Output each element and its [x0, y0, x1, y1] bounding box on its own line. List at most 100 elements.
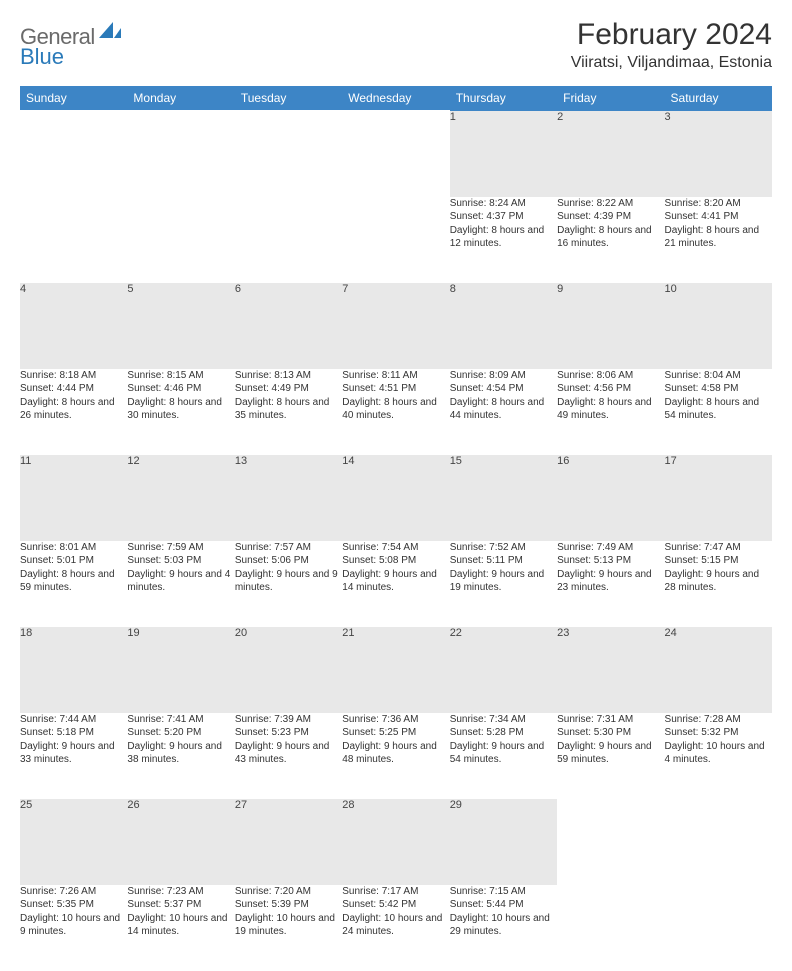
sail-icon — [99, 22, 121, 43]
daylight-line: Daylight: 9 hours and 23 minutes. — [557, 568, 664, 595]
day-number-cell: 13 — [235, 455, 342, 541]
weekday-header: Thursday — [450, 86, 557, 111]
day-detail-cell: Sunrise: 7:52 AMSunset: 5:11 PMDaylight:… — [450, 541, 557, 627]
day-number-cell: 8 — [450, 283, 557, 369]
day-detail-cell: Sunrise: 8:24 AMSunset: 4:37 PMDaylight:… — [450, 197, 557, 283]
sunset-line: Sunset: 5:35 PM — [20, 898, 127, 912]
daylight-line: Daylight: 8 hours and 49 minutes. — [557, 396, 664, 423]
sunset-line: Sunset: 4:51 PM — [342, 382, 449, 396]
sunrise-line: Sunrise: 7:59 AM — [127, 541, 234, 555]
day-number-cell: 29 — [450, 799, 557, 885]
sunset-line: Sunset: 5:32 PM — [665, 726, 772, 740]
daylight-line: Daylight: 8 hours and 12 minutes. — [450, 224, 557, 251]
sunset-line: Sunset: 5:18 PM — [20, 726, 127, 740]
header: General February 2024 Viiratsi, Viljandi… — [20, 18, 772, 72]
day-detail-cell: Sunrise: 8:09 AMSunset: 4:54 PMDaylight:… — [450, 369, 557, 455]
sunset-line: Sunset: 5:20 PM — [127, 726, 234, 740]
day-detail-cell: Sunrise: 7:49 AMSunset: 5:13 PMDaylight:… — [557, 541, 664, 627]
sunset-line: Sunset: 4:39 PM — [557, 210, 664, 224]
calendar-header-row: SundayMondayTuesdayWednesdayThursdayFrid… — [20, 86, 772, 111]
day-number-cell: 2 — [557, 111, 664, 197]
day-number-cell: 23 — [557, 627, 664, 713]
day-detail-cell: Sunrise: 8:06 AMSunset: 4:56 PMDaylight:… — [557, 369, 664, 455]
day-number-cell — [665, 799, 772, 885]
day-number-cell: 21 — [342, 627, 449, 713]
daynum-row: 123 — [20, 111, 772, 197]
sunrise-line: Sunrise: 7:49 AM — [557, 541, 664, 555]
day-detail-cell: Sunrise: 7:26 AMSunset: 5:35 PMDaylight:… — [20, 885, 127, 971]
daylight-line: Daylight: 9 hours and 48 minutes. — [342, 740, 449, 767]
day-number-cell: 6 — [235, 283, 342, 369]
daylight-line: Daylight: 10 hours and 4 minutes. — [665, 740, 772, 767]
sunrise-line: Sunrise: 7:44 AM — [20, 713, 127, 727]
sunset-line: Sunset: 5:01 PM — [20, 554, 127, 568]
day-number-cell: 12 — [127, 455, 234, 541]
sunset-line: Sunset: 4:56 PM — [557, 382, 664, 396]
day-detail-cell: Sunrise: 7:31 AMSunset: 5:30 PMDaylight:… — [557, 713, 664, 799]
day-number-cell: 1 — [450, 111, 557, 197]
day-number-cell: 7 — [342, 283, 449, 369]
sunrise-line: Sunrise: 7:39 AM — [235, 713, 342, 727]
daylight-line: Daylight: 8 hours and 16 minutes. — [557, 224, 664, 251]
daylight-line: Daylight: 10 hours and 14 minutes. — [127, 912, 234, 939]
sunset-line: Sunset: 4:44 PM — [20, 382, 127, 396]
location-subtitle: Viiratsi, Viljandimaa, Estonia — [571, 54, 772, 72]
sunrise-line: Sunrise: 8:09 AM — [450, 369, 557, 383]
daylight-line: Daylight: 8 hours and 54 minutes. — [665, 396, 772, 423]
sunrise-line: Sunrise: 7:31 AM — [557, 713, 664, 727]
daylight-line: Daylight: 9 hours and 9 minutes. — [235, 568, 342, 595]
sunset-line: Sunset: 5:11 PM — [450, 554, 557, 568]
sunset-line: Sunset: 5:42 PM — [342, 898, 449, 912]
sunset-line: Sunset: 4:37 PM — [450, 210, 557, 224]
day-number-cell — [20, 111, 127, 197]
day-detail-cell: Sunrise: 7:44 AMSunset: 5:18 PMDaylight:… — [20, 713, 127, 799]
sunrise-line: Sunrise: 8:13 AM — [235, 369, 342, 383]
day-detail-cell — [557, 885, 664, 971]
day-detail-cell — [665, 885, 772, 971]
sunrise-line: Sunrise: 7:36 AM — [342, 713, 449, 727]
sunset-line: Sunset: 4:41 PM — [665, 210, 772, 224]
sunset-line: Sunset: 5:25 PM — [342, 726, 449, 740]
sunset-line: Sunset: 5:03 PM — [127, 554, 234, 568]
daynum-row: 2526272829 — [20, 799, 772, 885]
detail-row: Sunrise: 8:18 AMSunset: 4:44 PMDaylight:… — [20, 369, 772, 455]
daylight-line: Daylight: 8 hours and 35 minutes. — [235, 396, 342, 423]
daynum-row: 45678910 — [20, 283, 772, 369]
sunset-line: Sunset: 5:37 PM — [127, 898, 234, 912]
day-detail-cell: Sunrise: 8:13 AMSunset: 4:49 PMDaylight:… — [235, 369, 342, 455]
sunrise-line: Sunrise: 8:04 AM — [665, 369, 772, 383]
daylight-line: Daylight: 9 hours and 43 minutes. — [235, 740, 342, 767]
sunset-line: Sunset: 5:06 PM — [235, 554, 342, 568]
daylight-line: Daylight: 8 hours and 26 minutes. — [20, 396, 127, 423]
sunrise-line: Sunrise: 8:11 AM — [342, 369, 449, 383]
sunset-line: Sunset: 4:49 PM — [235, 382, 342, 396]
sunrise-line: Sunrise: 7:20 AM — [235, 885, 342, 899]
daylight-line: Daylight: 10 hours and 9 minutes. — [20, 912, 127, 939]
sunrise-line: Sunrise: 8:18 AM — [20, 369, 127, 383]
daynum-row: 11121314151617 — [20, 455, 772, 541]
day-detail-cell: Sunrise: 8:01 AMSunset: 5:01 PMDaylight:… — [20, 541, 127, 627]
day-number-cell: 14 — [342, 455, 449, 541]
day-detail-cell: Sunrise: 7:47 AMSunset: 5:15 PMDaylight:… — [665, 541, 772, 627]
daylight-line: Daylight: 8 hours and 40 minutes. — [342, 396, 449, 423]
sunrise-line: Sunrise: 7:26 AM — [20, 885, 127, 899]
detail-row: Sunrise: 7:44 AMSunset: 5:18 PM Daylight:… — [20, 713, 772, 799]
brand-part2: Blue — [20, 44, 64, 70]
day-detail-cell: Sunrise: 7:28 AMSunset: 5:32 PMDaylight:… — [665, 713, 772, 799]
day-detail-cell: Sunrise: 7:59 AMSunset: 5:03 PMDaylight:… — [127, 541, 234, 627]
daynum-row: 18192021222324 — [20, 627, 772, 713]
page-title: February 2024 — [571, 18, 772, 52]
sunrise-line: Sunrise: 7:28 AM — [665, 713, 772, 727]
day-number-cell — [235, 111, 342, 197]
day-number-cell: 26 — [127, 799, 234, 885]
daylight-line: Daylight: 8 hours and 44 minutes. — [450, 396, 557, 423]
day-detail-cell: Sunrise: 7:23 AMSunset: 5:37 PMDaylight:… — [127, 885, 234, 971]
day-detail-cell: Sunrise: 8:20 AMSunset: 4:41 PMDaylight:… — [665, 197, 772, 283]
day-number-cell: 24 — [665, 627, 772, 713]
daylight-line: Daylight: 8 hours and 21 minutes. — [665, 224, 772, 251]
sunrise-line: Sunrise: 8:06 AM — [557, 369, 664, 383]
weekday-header: Wednesday — [342, 86, 449, 111]
weekday-header: Tuesday — [235, 86, 342, 111]
day-number-cell: 28 — [342, 799, 449, 885]
sunrise-line: Sunrise: 8:15 AM — [127, 369, 234, 383]
